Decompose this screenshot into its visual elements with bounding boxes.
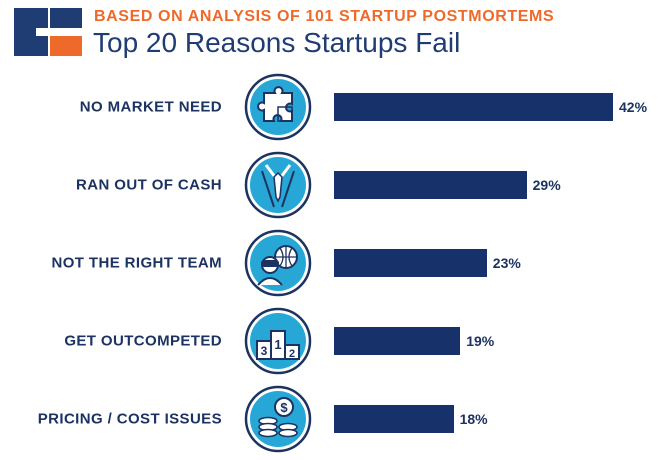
value-label: 29%	[532, 177, 561, 193]
category-label: NO MARKET NEED	[79, 98, 222, 116]
suit-tie-icon	[244, 151, 312, 219]
chart-title: Top 20 Reasons Startups Fail	[93, 27, 461, 58]
value-label: 23%	[492, 255, 521, 271]
svg-text:3: 3	[261, 344, 268, 358]
category-label: NOT THE RIGHT TEAM	[51, 254, 222, 272]
category-label: PRICING / COST ISSUES	[37, 410, 222, 428]
podium-icon: 1 3 2	[244, 307, 312, 375]
puzzle-icon	[244, 73, 312, 141]
svg-text:$: $	[280, 400, 288, 415]
value-label: 42%	[619, 99, 648, 115]
bar	[334, 327, 461, 355]
category-label: GET OUTCOMPETED	[64, 332, 222, 350]
svg-text:2: 2	[289, 348, 295, 360]
coins-dollar-icon: $	[244, 385, 312, 453]
value-label: 19%	[466, 333, 495, 349]
bar	[334, 171, 527, 199]
bar	[334, 405, 454, 433]
category-label: RAN OUT OF CASH	[76, 176, 222, 194]
logo-icon	[14, 8, 82, 56]
value-label: 18%	[459, 411, 488, 427]
bar	[334, 249, 487, 277]
team-vr-globe-icon	[244, 229, 312, 297]
bar	[334, 93, 613, 121]
svg-text:1: 1	[274, 337, 281, 352]
chart-subtitle: BASED ON ANALYSIS OF 101 STARTUP POSTMOR…	[94, 8, 555, 25]
